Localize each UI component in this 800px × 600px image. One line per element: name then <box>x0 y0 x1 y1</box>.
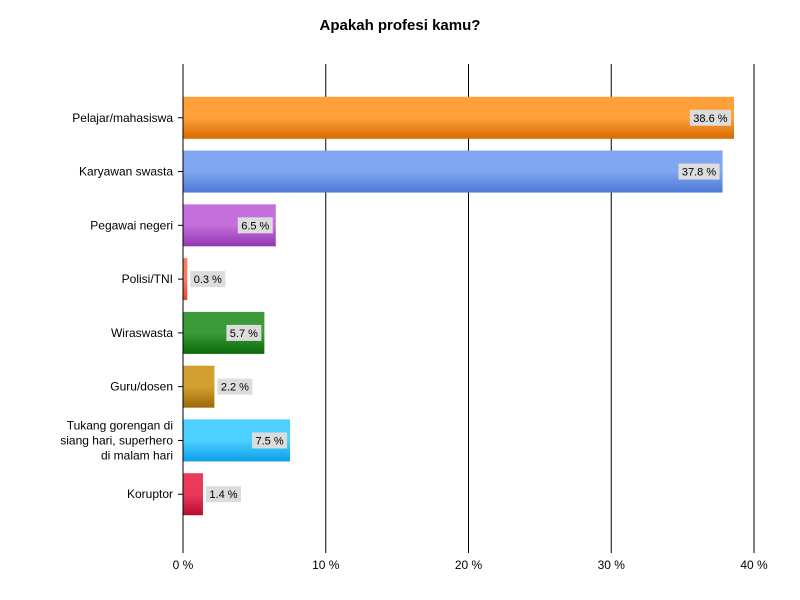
value-label-box <box>689 109 732 126</box>
bar <box>183 365 215 408</box>
value-label: 2.2 % <box>221 382 249 394</box>
value-label-box <box>237 217 273 234</box>
value-label-box <box>217 378 253 395</box>
value-label-box <box>205 486 241 503</box>
bar <box>183 96 735 139</box>
category-label: Tukang gorengan di siang hari, superhero d… <box>60 418 173 462</box>
value-label: 0.3 % <box>194 274 222 286</box>
x-tick-label: 30 % <box>598 558 626 572</box>
value-label: 5.7 % <box>230 328 258 340</box>
category-label: Wiraswasta <box>111 326 173 340</box>
bar <box>183 473 203 516</box>
category-label: Pegawai negeri <box>90 218 173 232</box>
value-label: 38.6 % <box>693 113 727 125</box>
x-tick-label: 0 % <box>173 558 194 572</box>
value-label: 6.5 % <box>241 220 269 232</box>
value-label: 1.4 % <box>209 489 237 501</box>
x-tick-label: 20 % <box>455 558 483 572</box>
category-label: Polisi/TNI <box>122 272 173 286</box>
bar <box>183 258 188 301</box>
x-tick-label: 10 % <box>312 558 340 572</box>
category-label: Guru/dosen <box>110 380 173 394</box>
value-label-box <box>252 432 288 449</box>
gridlines <box>325 64 755 548</box>
category-label: Karyawan swasta <box>79 165 173 179</box>
chart-title: Apakah profesi kamu? <box>319 17 481 34</box>
labels: 0 % 10 % 20 % 30 % 40 % Pelajar/mahasiswa 38.6… <box>60 109 768 572</box>
x-tick-label: 40 % <box>740 558 768 572</box>
bars <box>183 96 735 516</box>
value-label: 7.5 % <box>255 435 283 447</box>
value-label-box <box>190 271 226 288</box>
category-label: Pelajar/mahasiswa <box>72 111 173 125</box>
value-label-box <box>678 163 720 180</box>
value-label: 37.8 % <box>682 167 716 179</box>
axes <box>178 64 755 553</box>
category-label: Koruptor <box>127 487 173 501</box>
value-label-box <box>226 324 262 341</box>
bar <box>183 150 723 193</box>
